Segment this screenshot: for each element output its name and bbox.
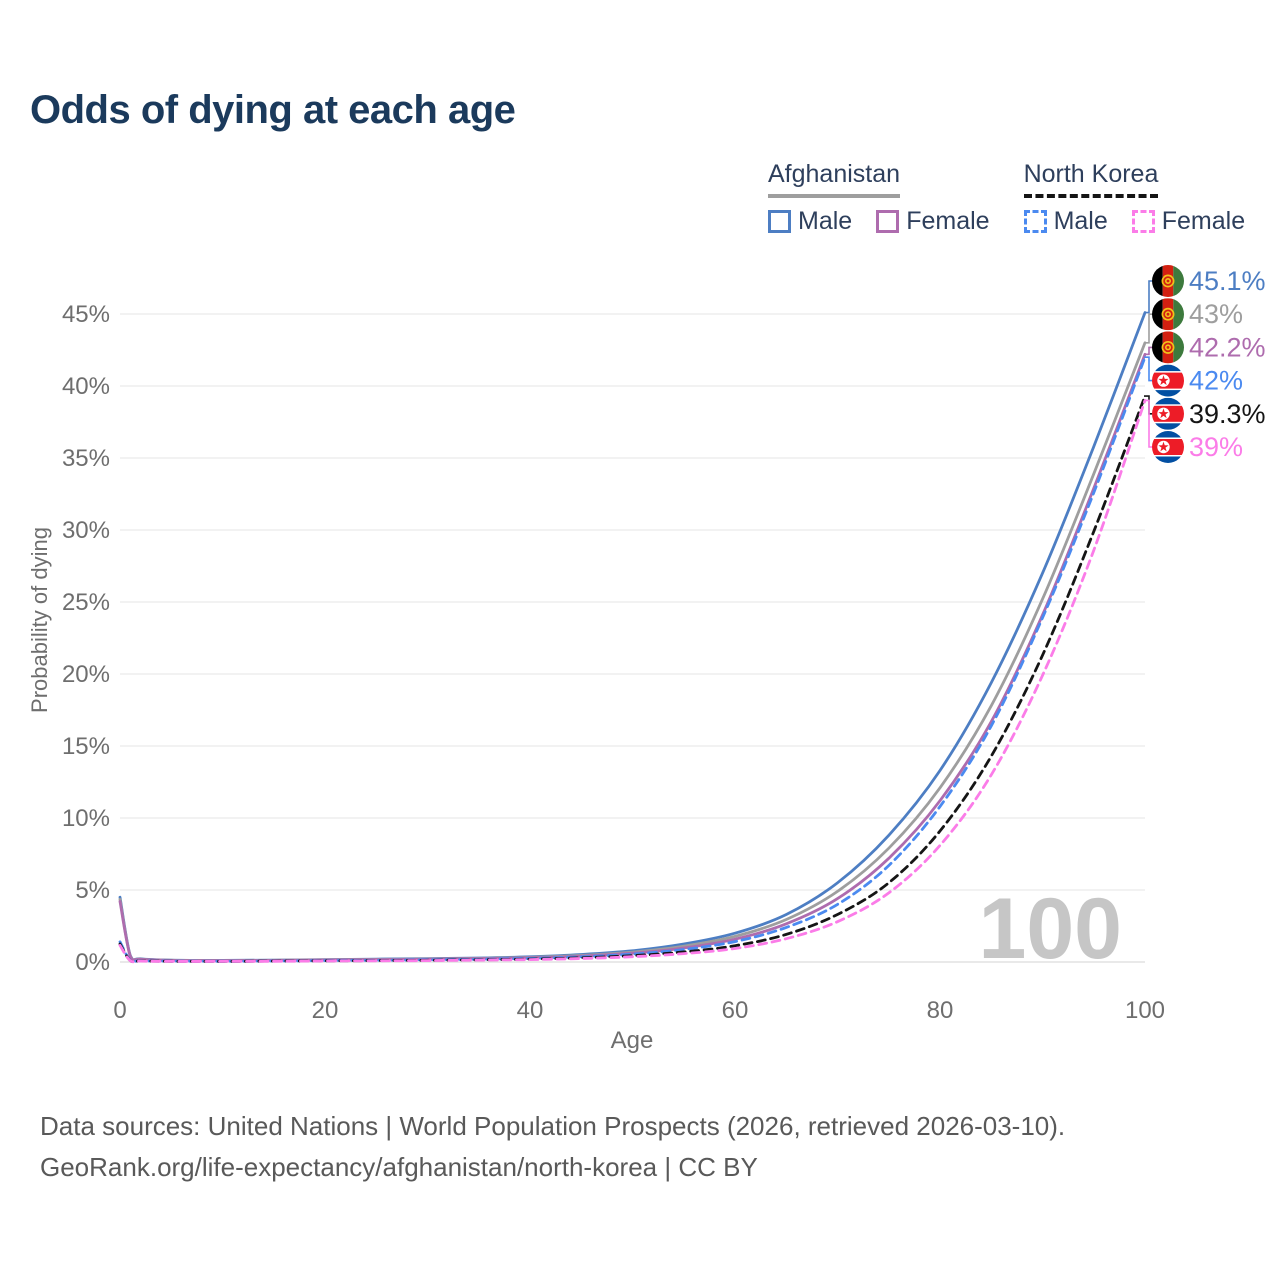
legend-item-north-korea-female[interactable]: Female [1131,207,1246,236]
y-tick-label: 20% [62,661,110,688]
legend-item-label: Male [1053,207,1108,235]
data-source-footer: Data sources: United Nations | World Pop… [40,1106,1065,1188]
legend-item-afghanistan-female[interactable]: Female [876,207,990,236]
legend-items-afghanistan: Male Female [768,207,990,236]
end-label-connector [1144,356,1154,382]
series-line-north-korea-both[interactable] [118,394,1147,964]
end-label-connector [1144,399,1154,448]
series-line-north-korea-male[interactable] [118,355,1147,964]
y-tick-label: 30% [62,517,110,544]
legend-group-north-korea: North Korea Male Female [1023,160,1246,236]
page-title: Odds of dying at each age [30,88,516,132]
x-axis-title: Age [611,1027,654,1054]
x-tick-label: 60 [722,997,749,1024]
x-tick-label: 0 [113,997,126,1024]
x-tick-label: 40 [517,997,544,1024]
x-tick-label: 100 [1125,997,1165,1024]
legend-item-afghanistan-male[interactable]: Male [768,207,852,236]
afghanistan-flag-icon [1152,265,1184,297]
footer-url-line: GeoRank.org/life-expectancy/afghanistan/… [40,1152,758,1182]
series-line-north-korea-female[interactable] [118,399,1147,964]
north-korea-male-swatch-icon [1023,210,1047,233]
afghanistan-female-swatch-icon [876,210,900,233]
series-line-afghanistan-female[interactable] [118,352,1147,963]
y-tick-label: 25% [62,589,110,616]
north-korea-flag-icon [1152,397,1184,430]
legend-items-north-korea: Male Female [1023,207,1246,236]
y-axis-title: Probability of dying [27,527,52,713]
series-line-afghanistan-both[interactable] [118,341,1147,963]
legend-heading-afghanistan: Afghanistan [768,160,901,198]
end-value-label-north-korea-both: 39.3% [1189,399,1266,429]
afghanistan-flag-icon [1152,298,1184,331]
north-korea-flag-icon [1152,364,1184,397]
y-tick-label: 15% [62,733,110,760]
y-tick-label: 10% [62,805,110,832]
afghanistan-flag-icon [1152,331,1184,364]
legend-item-label: Male [798,207,853,235]
legend-heading-north-korea: North Korea [1023,160,1159,198]
end-label-connector [1144,313,1154,344]
legend-item-north-korea-male[interactable]: Male [1023,207,1108,236]
afghanistan-male-swatch-icon [768,210,791,233]
y-tick-label: 45% [62,301,110,328]
north-korea-female-swatch-icon [1131,210,1155,233]
end-value-label-afghanistan-male: 45.1% [1189,266,1266,296]
x-tick-label: 20 [312,997,339,1024]
north-korea-flag-icon [1152,431,1184,463]
end-value-label-north-korea-male: 42% [1189,366,1243,396]
end-label-connector [1144,280,1154,314]
x-tick-label: 80 [927,997,954,1024]
end-label-connector [1144,346,1154,356]
end-value-label-afghanistan-female: 42.2% [1189,332,1266,362]
legend-item-label: Female [1161,207,1246,235]
legend-group-afghanistan: Afghanistan Male Female [768,160,990,236]
y-tick-label: 0% [75,949,110,976]
y-tick-label: 40% [62,373,110,400]
legend-item-label: Female [906,207,990,235]
end-value-label-afghanistan-both: 43% [1189,299,1243,329]
series-line-afghanistan-male[interactable] [118,311,1147,962]
footer-sources-line: Data sources: United Nations | World Pop… [40,1111,1066,1141]
y-tick-label: 5% [75,877,110,904]
chart-legend: Afghanistan Male Female North Korea Male [768,160,1245,236]
end-value-label-north-korea-female: 39% [1189,432,1243,462]
y-tick-label: 35% [62,445,110,472]
age-watermark: 100 [979,881,1123,977]
